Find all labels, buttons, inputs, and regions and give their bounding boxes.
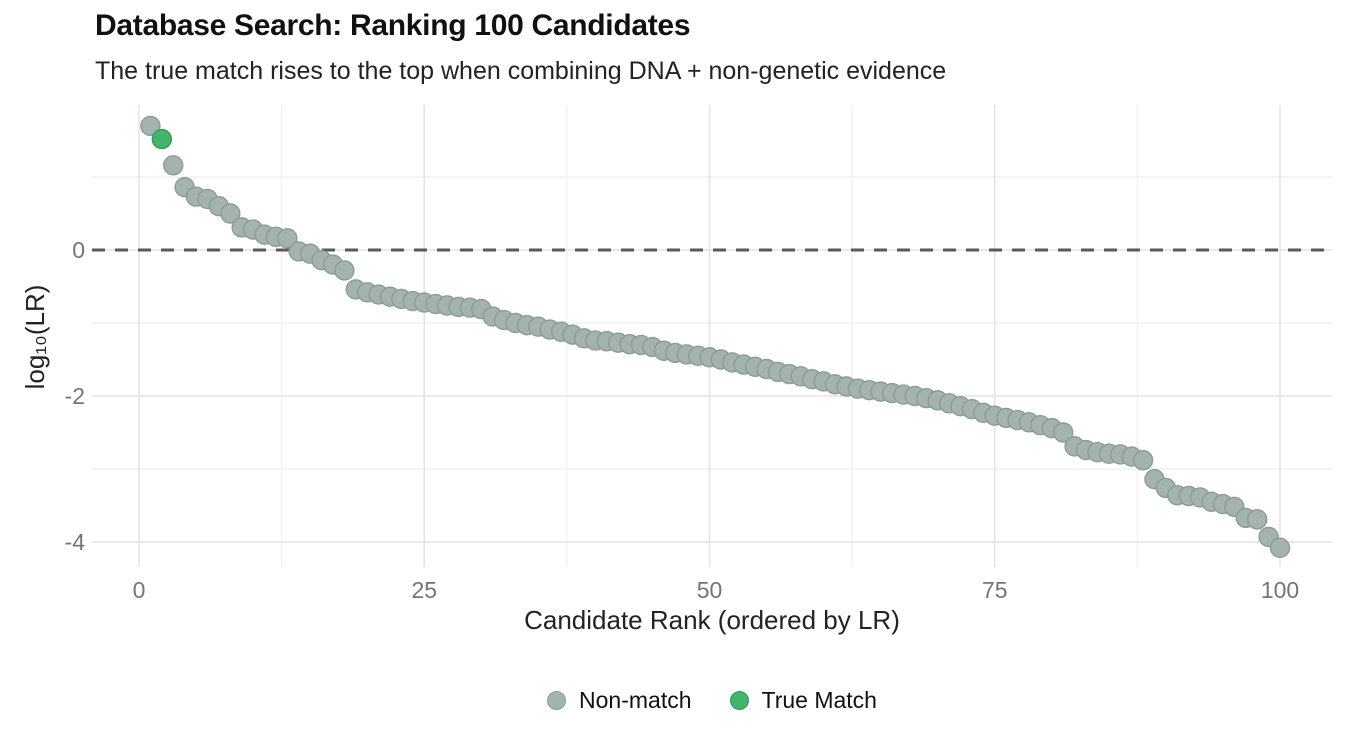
x-tick-label: 75 — [982, 577, 1008, 603]
non-match-point — [1269, 537, 1291, 559]
non-match-point — [1132, 450, 1154, 471]
x-tick-label: 50 — [697, 577, 723, 603]
legend-label: Non-match — [579, 687, 692, 713]
legend-item-true-match: True Match — [729, 687, 877, 714]
y-tick-label: -2 — [65, 383, 85, 409]
chart-title: Database Search: Ranking 100 Candidates — [95, 9, 691, 42]
non-match-legend-dot-icon — [547, 691, 567, 710]
non-match-point — [334, 260, 355, 281]
chart-subtitle: The true match rises to the top when com… — [95, 57, 947, 85]
x-axis-title: Candidate Rank (ordered by LR) — [524, 605, 900, 635]
non-match-point — [1053, 422, 1074, 443]
x-tick-label: 0 — [133, 577, 146, 603]
legend-item-non-match: Non-match — [547, 687, 692, 714]
legend: Non-match True Match — [92, 687, 1332, 714]
y-axis-title: log₁₀(LR) — [20, 284, 50, 390]
legend-label: True Match — [761, 687, 877, 713]
non-match-point — [163, 155, 184, 176]
non-match-point — [140, 115, 161, 137]
non-match-point — [1246, 509, 1268, 530]
true-match-legend-dot-icon — [729, 691, 749, 710]
non-match-point — [220, 203, 241, 224]
y-tick-label: -4 — [65, 529, 86, 555]
y-tick-label: 0 — [72, 237, 85, 263]
true-match-point — [151, 128, 173, 150]
non-match-point — [277, 228, 298, 249]
x-tick-label: 100 — [1261, 577, 1299, 603]
x-tick-label: 25 — [411, 577, 437, 603]
